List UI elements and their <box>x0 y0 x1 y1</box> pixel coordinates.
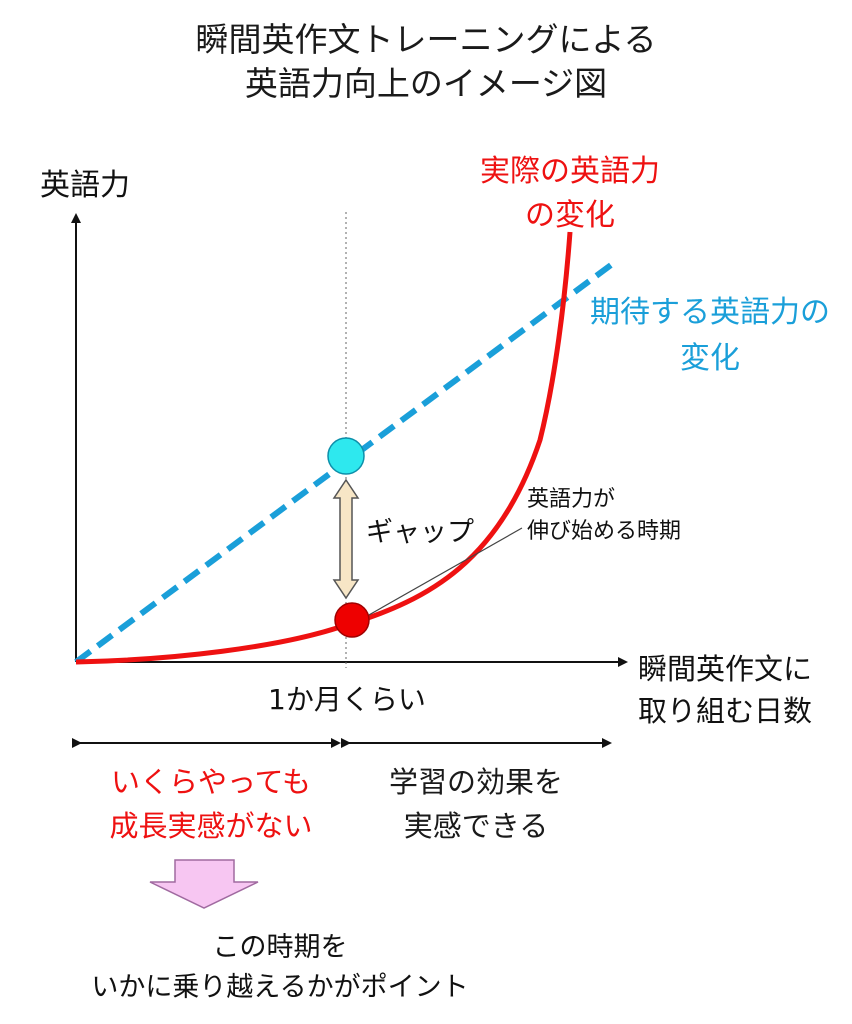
expected-point-dot <box>327 437 365 475</box>
expected-line-label: 期待する英語力の 変化 <box>580 290 840 382</box>
no-growth-phase-line-1: いくらやっても <box>110 765 312 799</box>
growth-start-callout: 英語力が 伸び始める時期 <box>527 484 681 548</box>
key-point-note-line-2: いかに乗り越えるかがポイント <box>91 972 469 1003</box>
growth-start-callout-line-2: 伸び始める時期 <box>527 519 682 544</box>
actual-growth-curve <box>75 231 573 665</box>
key-point-note-line-1: この時期を <box>212 932 348 963</box>
key-point-note: この時期を いかに乗り越えるかがポイント <box>0 928 560 1008</box>
x-axis-label-line-1: 瞬間英作文に <box>638 652 813 686</box>
title-line-1: 瞬間英作文トレーニングによる <box>195 20 657 59</box>
expected-line-label-line-1: 期待する英語力の <box>590 295 830 330</box>
actual-point-dot <box>334 602 370 638</box>
actual-curve-label-line-2: の変化 <box>525 198 615 233</box>
no-growth-phase-line-2: 成長実感がない <box>109 809 313 843</box>
effect-phase-line-1: 学習の効果を <box>388 765 563 799</box>
effect-phase-label: 学習の効果を 実感できる <box>346 760 606 848</box>
actual-curve-label: 実際の英語力 の変化 <box>470 150 670 238</box>
one-month-label: 1か月くらい <box>268 683 426 716</box>
growth-start-callout-line-1: 英語力が <box>527 487 616 512</box>
pink-down-arrow <box>149 859 259 909</box>
x-axis-label-line-2: 取り組む日数 <box>638 694 813 728</box>
start-callout-line <box>359 527 523 621</box>
effect-phase-line-2: 実感できる <box>403 809 549 843</box>
expected-line-label-line-2: 変化 <box>680 341 740 376</box>
title-line-2: 英語力向上のイメージ図 <box>244 64 608 103</box>
no-growth-phase-label: いくらやっても 成長実感がない <box>76 760 346 848</box>
gap-label: ギャップ <box>366 517 474 548</box>
x-axis-label: 瞬間英作文に 取り組む日数 <box>638 648 812 732</box>
actual-curve-label-line-1: 実際の英語力 <box>480 154 660 189</box>
y-axis-label: 英語力 <box>40 168 130 203</box>
gap-double-arrow <box>332 478 360 600</box>
